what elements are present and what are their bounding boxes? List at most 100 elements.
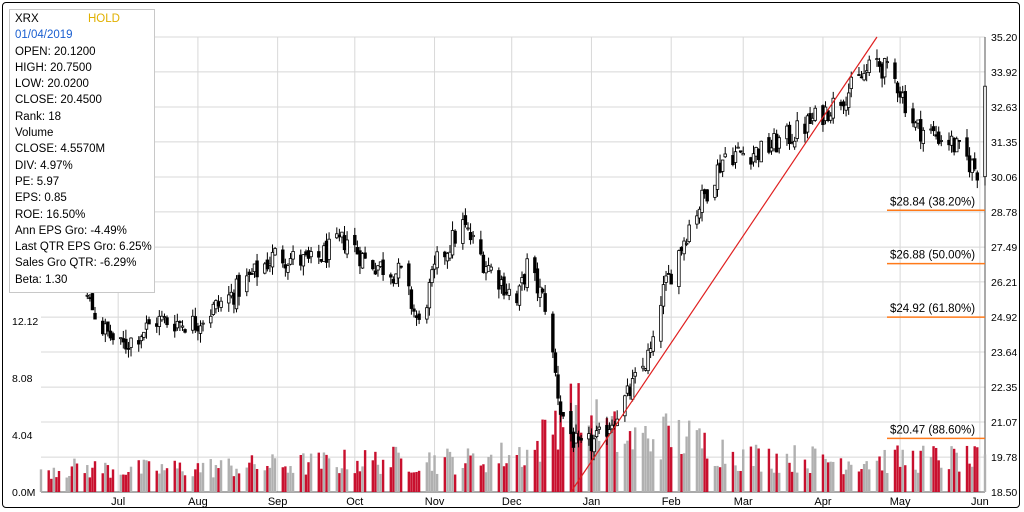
volume-bar — [775, 453, 778, 492]
candle-body — [535, 268, 540, 294]
volume-bar — [273, 458, 277, 492]
volume-bar — [597, 440, 601, 492]
volume-bar — [860, 469, 863, 492]
volume-bar — [469, 455, 472, 492]
candle-body — [211, 303, 216, 315]
volume-bar — [425, 462, 429, 492]
stat-dividend: DIV: 4.97% — [15, 159, 73, 172]
stat-rank: Rank: 18 — [15, 110, 62, 123]
price-tick-label: 23.64 — [991, 347, 1017, 359]
candle-body — [882, 58, 887, 78]
volume-bar — [109, 477, 112, 492]
chart-canvas: Jul Aug Sep Oct Nov Dec Jan Feb Mar Apr May Jun 35.2… — [12, 32, 1017, 507]
volume-bar — [878, 456, 881, 492]
price-tick-label: 33.92 — [991, 67, 1017, 79]
x-tick-label: Jun — [971, 496, 989, 507]
stat-high: HIGH: 20.7500 — [15, 61, 92, 74]
candle-body — [126, 347, 131, 350]
volume-bar — [952, 448, 956, 492]
volume-bar — [83, 473, 86, 492]
volume-tick-label: 12.12 — [12, 316, 38, 328]
candle-body — [139, 336, 144, 342]
candle-body — [396, 262, 401, 279]
volume-bar — [196, 463, 200, 492]
candle-body — [106, 321, 110, 332]
candle-body — [939, 140, 943, 142]
candle-body — [435, 251, 439, 269]
candle-body — [183, 329, 187, 333]
volume-bar — [554, 410, 557, 492]
volume-bar — [415, 471, 418, 492]
volume-bar — [271, 454, 274, 492]
candle-body — [885, 61, 889, 64]
volume-bar — [70, 466, 74, 492]
price-tick-label: 26.21 — [991, 277, 1017, 289]
volume-bar — [55, 477, 58, 492]
volume-bar — [934, 447, 938, 492]
volume-bar — [219, 460, 223, 492]
volume-bar — [760, 471, 763, 492]
candle-body — [551, 313, 555, 353]
stat-low: LOW: 20.0200 — [15, 78, 89, 91]
candle-body — [502, 276, 506, 296]
volume-bar — [968, 463, 971, 492]
volume-bar — [433, 455, 436, 492]
candle-body — [409, 289, 414, 309]
price-tick-label: 24.92 — [991, 312, 1017, 324]
stat-sales-growth: Sales Gro QTR: -6.29% — [15, 257, 137, 270]
candle-body — [237, 274, 241, 297]
candle-body — [142, 331, 146, 338]
volume-bar — [309, 453, 313, 492]
candle-body — [471, 234, 475, 238]
candle-body — [394, 273, 398, 285]
candle-body — [705, 189, 709, 202]
candle-body — [245, 275, 249, 293]
volume-bar — [919, 450, 922, 492]
volume-bar — [57, 470, 61, 492]
volume-bar — [140, 473, 143, 492]
candle-body — [301, 254, 306, 267]
price-tick-label: 35.20 — [991, 32, 1017, 44]
volume-bar — [209, 459, 212, 492]
candle-body — [738, 150, 743, 153]
candle-body — [682, 240, 686, 255]
price-tick-label: 30.06 — [991, 172, 1017, 184]
volume-bar — [230, 465, 233, 492]
volume-bar — [646, 438, 650, 492]
candle-body — [93, 312, 97, 320]
candle-body — [479, 239, 483, 255]
volume-bar — [826, 462, 830, 492]
candle-body — [556, 374, 560, 399]
x-tick-label: May — [890, 496, 911, 507]
price-tick-label: 22.35 — [991, 382, 1017, 394]
candle-body — [345, 239, 349, 255]
volume-bar — [443, 457, 447, 492]
candle-body — [911, 108, 915, 124]
fib-level-label: $26.88 (50.00%) — [890, 250, 975, 262]
volume-bar — [687, 420, 691, 492]
volume-bar — [507, 455, 511, 492]
volume-bar — [523, 465, 526, 492]
info-panel: XRX HOLD 01/04/2019 OPEN: 20.1200 HIGH: … — [9, 9, 155, 293]
volume-bar — [551, 434, 555, 492]
volume-bar — [754, 444, 758, 492]
volume-bar — [706, 458, 709, 492]
candle-body — [700, 189, 704, 213]
volume-bar — [399, 458, 403, 492]
volume-bar — [466, 448, 470, 492]
candle-body — [893, 62, 897, 79]
volume-bar — [742, 449, 745, 492]
volume-bar — [68, 475, 71, 492]
volume-bar — [983, 454, 987, 492]
volume-bar — [875, 460, 879, 492]
volume-bar — [165, 468, 169, 492]
volume-bar — [821, 454, 825, 492]
volume-bar — [489, 454, 493, 492]
volume-bar — [147, 461, 151, 492]
volume-bar — [338, 473, 341, 492]
volume-bar — [122, 474, 125, 492]
volume-bar — [525, 449, 529, 492]
candle-body — [792, 140, 797, 148]
volume-bar — [772, 472, 776, 492]
volume-bar — [93, 461, 97, 492]
